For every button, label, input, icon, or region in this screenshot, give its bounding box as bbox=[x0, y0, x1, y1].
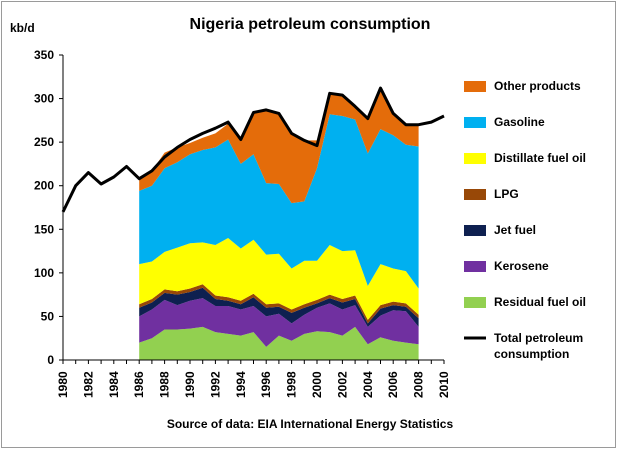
legend-label: Gasoline bbox=[494, 115, 545, 129]
x-tick-label: 1996 bbox=[259, 371, 273, 398]
x-tick-label: 1998 bbox=[285, 371, 299, 398]
x-tick-label: 1992 bbox=[208, 371, 222, 398]
area-lpg bbox=[139, 284, 419, 324]
x-tick-label: 2000 bbox=[310, 371, 324, 398]
legend-label: Kerosene bbox=[494, 259, 549, 273]
legend-label: Residual fuel oil bbox=[494, 295, 586, 309]
legend-swatch bbox=[464, 297, 486, 308]
x-tick-label: 1986 bbox=[132, 371, 146, 398]
y-tick-label: 350 bbox=[34, 48, 54, 62]
y-tick-label: 50 bbox=[41, 309, 55, 323]
y-tick-label: 150 bbox=[34, 222, 54, 236]
x-tick-label: 1984 bbox=[107, 371, 121, 398]
legend-item-total-petroleum: Total petroleum consumption bbox=[464, 331, 583, 361]
area-kerosene bbox=[139, 298, 419, 347]
area-gasoline bbox=[139, 114, 419, 289]
legend-swatch bbox=[464, 189, 486, 200]
chart-title: Nigeria petroleum consumption bbox=[190, 16, 431, 33]
legend-swatch bbox=[464, 117, 486, 128]
legend-item-gasoline: Gasoline bbox=[464, 115, 545, 129]
legend-label: Jet fuel bbox=[494, 223, 536, 237]
x-tick-label: 2008 bbox=[412, 371, 426, 398]
x-tick-label: 1982 bbox=[81, 371, 95, 398]
x-tick-label: 1994 bbox=[234, 371, 248, 398]
area-residual-fuel-oil bbox=[139, 326, 419, 360]
legend-item-other-products: Other products bbox=[464, 79, 581, 93]
x-tick-label: 2002 bbox=[335, 371, 349, 398]
legend-item-residual-fuel-oil: Residual fuel oil bbox=[464, 295, 586, 309]
area-jet-fuel bbox=[139, 287, 419, 327]
legend-item-lpg: LPG bbox=[464, 187, 519, 201]
y-tick-label: 0 bbox=[47, 353, 54, 367]
legend-swatch bbox=[464, 261, 486, 272]
legend-label: LPG bbox=[494, 187, 519, 201]
source-note: Source of data: EIA International Energy… bbox=[167, 417, 454, 431]
y-tick-label: 300 bbox=[34, 92, 54, 106]
legend-label: consumption bbox=[494, 347, 569, 361]
x-tick-label: 1990 bbox=[183, 371, 197, 398]
legend-swatch bbox=[464, 153, 486, 164]
x-tick-label: 1980 bbox=[56, 371, 70, 398]
x-tick-label: 2004 bbox=[361, 371, 375, 398]
legend-swatch bbox=[464, 225, 486, 236]
area-distillate-fuel-oil bbox=[139, 238, 419, 320]
legend-swatch bbox=[464, 81, 486, 92]
legend-label: Distillate fuel oil bbox=[494, 151, 586, 165]
x-tick-label: 2006 bbox=[386, 371, 400, 398]
area-other-products bbox=[139, 88, 419, 204]
legend-label: Total petroleum bbox=[494, 331, 583, 345]
x-tick-label: 1988 bbox=[158, 371, 172, 398]
legend-item-jet-fuel: Jet fuel bbox=[464, 223, 536, 237]
y-axis-unit-label: kb/d bbox=[10, 21, 35, 35]
y-tick-label: 100 bbox=[34, 266, 54, 280]
legend-label: Other products bbox=[494, 79, 581, 93]
x-tick-label: 2010 bbox=[437, 371, 451, 398]
legend-item-kerosene: Kerosene bbox=[464, 259, 549, 273]
legend-item-distillate-fuel-oil: Distillate fuel oil bbox=[464, 151, 586, 165]
y-tick-label: 200 bbox=[34, 179, 54, 193]
line-total-petroleum-consumption bbox=[61, 86, 445, 213]
y-tick-label: 250 bbox=[34, 135, 54, 149]
